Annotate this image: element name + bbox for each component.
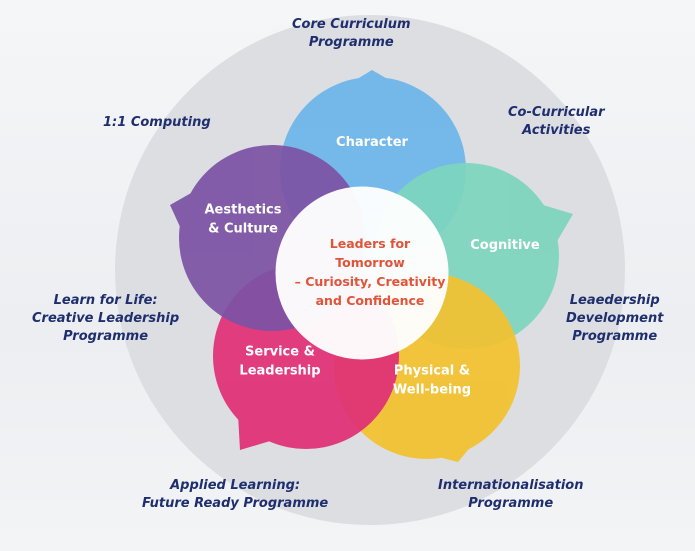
label-leadership-development: Leaedership Development Programme: [566, 293, 664, 344]
petal-cognitive-label: Cognitive: [470, 238, 540, 253]
petal-aesthetics-label: & Culture: [208, 222, 278, 237]
petal-character-label: Character: [336, 135, 408, 150]
petal-character-pointer: [350, 70, 395, 84]
label-internationalisation: Internationalisation Programme: [438, 478, 584, 511]
petal-aesthetics-pointer: [170, 190, 196, 233]
petal-aesthetics-label: Aesthetics: [204, 203, 281, 218]
petal-service-label: Service &: [245, 345, 315, 360]
petal-cognitive-pointer: [538, 203, 573, 245]
label-core-curriculum: Core Curriculum Programme: [292, 17, 411, 50]
label-applied-learning: Applied Learning: Future Ready Programme: [142, 478, 329, 511]
center-label-line: and Confidence: [316, 293, 425, 308]
petal-physical-label: Physical &: [394, 364, 470, 379]
petal-service-pointer: [238, 414, 275, 450]
petal-service-label: Leadership: [239, 364, 320, 379]
label-one-to-one-computing: 1:1 Computing: [103, 115, 211, 130]
label-learn-for-life: Learn for Life: Creative Leadership Prog…: [32, 293, 180, 344]
center-circle: [275, 186, 449, 360]
center-label-line: Leaders for: [330, 236, 411, 251]
center-label-line: Tomorrow: [335, 255, 405, 270]
center-label-line: – Curiosity, Creativity: [295, 274, 446, 289]
petal-physical-pointer: [432, 442, 475, 462]
label-co-curricular: Co-Curricular Activities: [508, 105, 605, 138]
petal-physical-label: Well-being: [393, 383, 471, 398]
